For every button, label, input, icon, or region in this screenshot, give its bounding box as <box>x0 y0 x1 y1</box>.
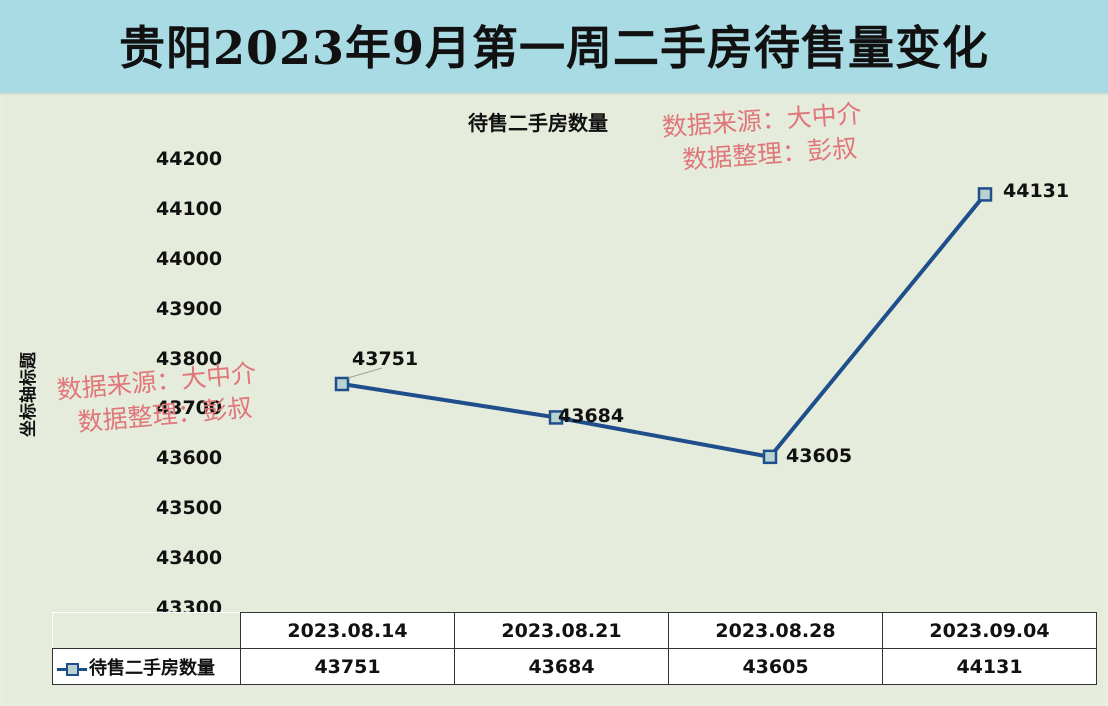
legend-label: 待售二手房数量 <box>89 657 215 679</box>
y-tick-label: 43800 <box>156 347 223 370</box>
chart-panel <box>4 95 1104 703</box>
y-tick-label: 44000 <box>156 247 223 270</box>
page-title: 贵阳2023年9月第一周二手房待售量变化 <box>118 21 990 75</box>
title-banner: 贵阳2023年9月第一周二手房待售量变化 <box>0 0 1108 95</box>
data-label: 43751 <box>352 348 419 370</box>
y-tick-label: 43700 <box>156 397 223 420</box>
data-point <box>977 187 993 202</box>
data-table-corner <box>52 612 241 649</box>
data-table-header-row: 2023.08.14 2023.08.21 2023.08.28 2023.09… <box>52 612 1097 649</box>
data-table-value: 44131 <box>882 648 1097 685</box>
y-tick-label: 43900 <box>156 297 223 320</box>
y-tick-label: 43500 <box>156 497 223 520</box>
series-line <box>341 193 987 459</box>
data-table-category: 2023.08.21 <box>454 612 669 649</box>
y-tick-label: 43600 <box>156 447 223 470</box>
chart-title: 待售二手房数量 <box>468 111 608 135</box>
watermark-top-right: 数据来源：大中介 数据整理：彭叔 <box>661 97 865 179</box>
y-tick-label: 44100 <box>156 197 223 220</box>
data-point <box>548 410 564 425</box>
legend-entry: 待售二手房数量 <box>52 648 241 685</box>
data-label: 43605 <box>786 444 853 467</box>
legend-line-marker-icon <box>57 662 87 676</box>
data-table-value: 43751 <box>240 648 455 685</box>
data-table-series-row: 待售二手房数量 43751 43684 43605 44131 <box>52 648 1097 685</box>
data-table-value: 43605 <box>668 648 883 685</box>
label-leader-line <box>347 367 383 379</box>
data-table-category: 2023.09.04 <box>882 612 1097 649</box>
data-point <box>334 376 350 392</box>
data-point <box>762 449 778 465</box>
data-table-category: 2023.08.28 <box>668 612 883 649</box>
data-table-value: 43684 <box>454 648 669 685</box>
data-label: 44131 <box>1003 180 1070 203</box>
data-table-category: 2023.08.14 <box>240 612 455 649</box>
y-tick-label: 44200 <box>156 148 223 170</box>
data-label: 43684 <box>558 405 625 428</box>
y-tick-label: 43400 <box>156 547 223 570</box>
data-table: 2023.08.14 2023.08.21 2023.08.28 2023.09… <box>52 612 1097 685</box>
